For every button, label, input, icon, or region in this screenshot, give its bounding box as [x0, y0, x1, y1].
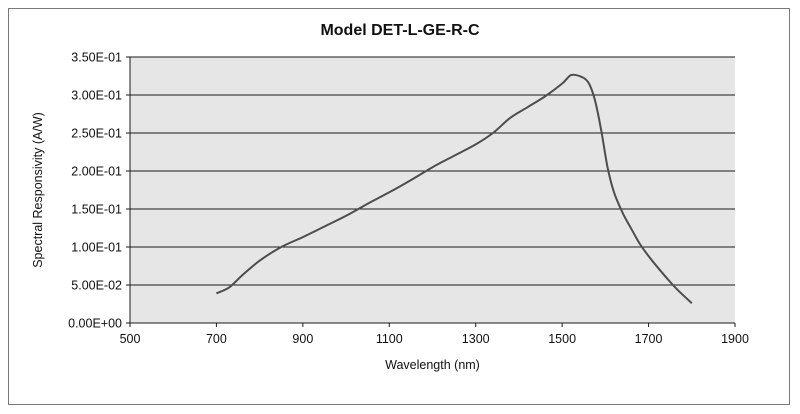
axes — [126, 56, 736, 327]
x-tick-label: 900 — [292, 332, 313, 346]
y-tick-label: 5.00E-02 — [71, 279, 122, 293]
x-tick-label: 1700 — [635, 332, 663, 346]
y-tick-label: 3.50E-01 — [71, 51, 122, 65]
y-tick-label: 3.00E-01 — [71, 89, 122, 103]
x-tick-label: 1300 — [462, 332, 490, 346]
y-tick-label: 2.50E-01 — [71, 127, 122, 141]
x-tick-label: 700 — [206, 332, 227, 346]
x-axis-label: Wavelength (nm) — [385, 358, 480, 372]
chart-title: Model DET-L-GE-R-C — [320, 22, 480, 39]
y-tick-label: 0.00E+00 — [68, 317, 122, 331]
plot-area — [130, 57, 735, 323]
y-tick-labels: 0.00E+00 5.00E-02 1.00E-01 1.50E-01 2.00E-01… — [68, 51, 122, 331]
x-tick-label: 1500 — [548, 332, 576, 346]
y-tick-label: 1.50E-01 — [71, 203, 122, 217]
y-axis-label: Spectral Responsivity (A/W) — [31, 112, 45, 268]
y-tick-label: 2.00E-01 — [71, 165, 122, 179]
x-tick-label: 1100 — [376, 332, 403, 346]
x-tick-label: 500 — [120, 332, 141, 346]
x-tick-label: 1900 — [721, 332, 749, 346]
series-line — [215, 73, 693, 304]
x-tick-labels: 500 700 900 1100 1300 1500 1700 1900 — [120, 332, 749, 346]
y-tick-label: 1.00E-01 — [71, 241, 122, 255]
